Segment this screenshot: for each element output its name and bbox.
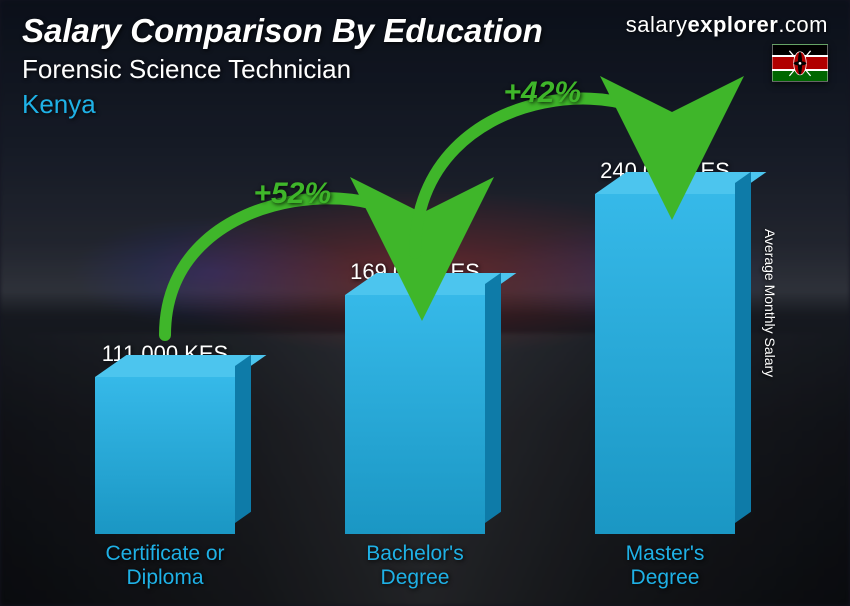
bar-side-face: [735, 172, 751, 523]
bars-container: 111,000 KES 169,000 KES 240,000 KES: [40, 130, 790, 534]
bar-front-face: [595, 194, 735, 534]
bar-side-face: [485, 273, 501, 523]
bar-3d: [345, 295, 485, 534]
bar-3d: [95, 377, 235, 534]
brand-text: salaryexplorer.com: [626, 12, 828, 38]
title-block: Salary Comparison By Education Forensic …: [22, 12, 543, 120]
bar-group: 169,000 KES: [290, 259, 540, 534]
bar-label: Bachelor'sDegree: [290, 542, 540, 590]
brand-light: salary: [626, 12, 688, 37]
bar-front-face: [345, 295, 485, 534]
brand-suffix: .com: [778, 12, 828, 37]
bar-label: Certificate orDiploma: [40, 542, 290, 590]
country-flag-icon: [772, 44, 828, 82]
bar-front-face: [95, 377, 235, 534]
chart-subtitle: Forensic Science Technician: [22, 54, 543, 85]
header: Salary Comparison By Education Forensic …: [22, 12, 828, 120]
chart-title: Salary Comparison By Education: [22, 12, 543, 50]
bar-group: 111,000 KES: [40, 341, 290, 534]
brand-block: salaryexplorer.com: [626, 12, 828, 82]
country-name: Kenya: [22, 89, 543, 120]
bar-chart: 111,000 KES 169,000 KES 240,000 KES Cert…: [40, 130, 790, 590]
labels-container: Certificate orDiplomaBachelor'sDegreeMas…: [40, 542, 790, 590]
bar-side-face: [235, 355, 251, 523]
bar-group: 240,000 KES: [540, 158, 790, 534]
brand-bold: explorer: [687, 12, 778, 37]
bar-label: Master'sDegree: [540, 542, 790, 590]
bar-3d: [595, 194, 735, 534]
